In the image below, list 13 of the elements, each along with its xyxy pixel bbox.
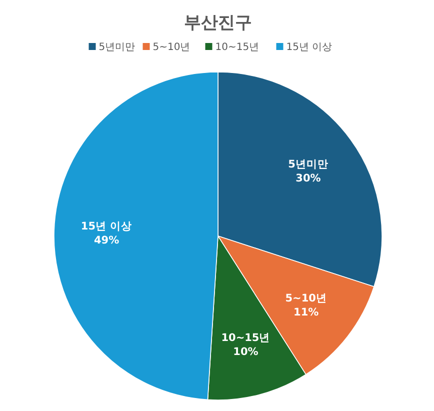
slice-label: 10~15년 (221, 332, 270, 344)
legend-label: 10~15년 (215, 42, 260, 53)
data-label: 49% (94, 234, 120, 246)
slice-label: 5년미만 (288, 158, 328, 170)
legend-label: 15년 이상 (286, 42, 332, 53)
data-label: 11% (294, 306, 320, 318)
legend-label: 5~10년 (152, 42, 190, 53)
slice-label: 5~10년 (285, 292, 327, 304)
legend-label: 5년미만 (98, 42, 136, 53)
chart-title: 부산진구 (184, 13, 252, 33)
data-label: 30% (296, 172, 322, 184)
slice-label: 15년 이상 (80, 220, 132, 232)
data-label: 10% (233, 346, 259, 358)
